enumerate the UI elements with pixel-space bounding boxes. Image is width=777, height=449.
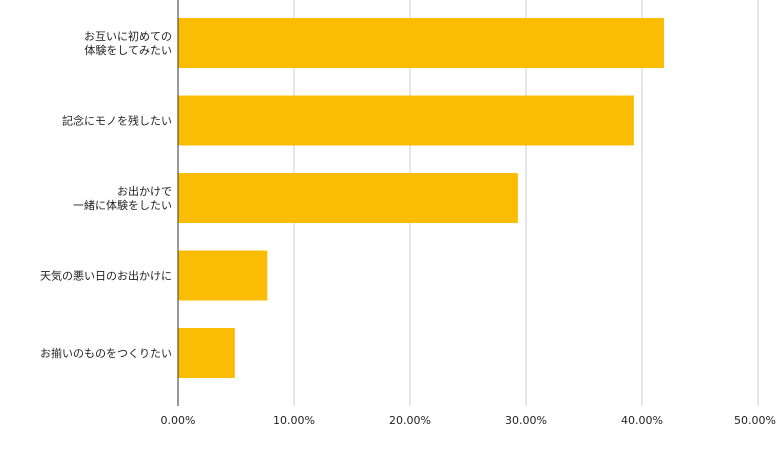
x-tick-label: 10.00% xyxy=(273,414,315,427)
category-label: 記念にモノを残したい xyxy=(62,114,172,128)
bar xyxy=(178,18,665,68)
bar xyxy=(178,328,235,378)
category-label: 体験をしてみたい xyxy=(84,43,172,57)
x-tick-label: 20.00% xyxy=(389,414,431,427)
category-labels: お互いに初めての体験をしてみたい記念にモノを残したいお出かけで一緒に体験をしたい… xyxy=(40,29,172,360)
bars xyxy=(178,18,665,378)
bar xyxy=(178,173,518,223)
category-label: お出かけで xyxy=(117,184,172,198)
category-label: 一緒に体験をしたい xyxy=(73,198,172,212)
bar xyxy=(178,95,634,146)
x-tick-label: 50.00% xyxy=(734,414,776,427)
category-label: お互いに初めての xyxy=(84,29,172,43)
category-label: お揃いのものをつくりたい xyxy=(40,347,172,360)
x-tick-label: 0.00% xyxy=(161,414,196,427)
x-tick-label: 40.00% xyxy=(621,414,663,427)
x-tick-label: 30.00% xyxy=(505,414,547,427)
category-label: 天気の悪い日のお出かけに xyxy=(40,269,172,283)
x-tick-labels: 0.00% 10.00% 20.00% 30.00% 40.00% 50.00% xyxy=(161,414,776,427)
bar xyxy=(178,250,268,301)
